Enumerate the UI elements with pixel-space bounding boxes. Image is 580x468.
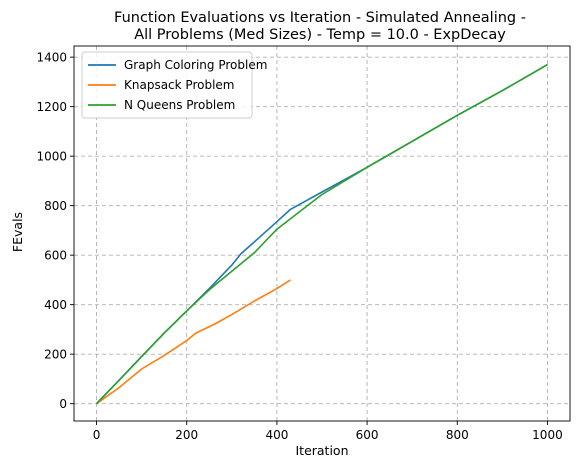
series-line-n-queens-problem bbox=[95, 63, 548, 405]
legend-label-knapsack-problem: Knapsack Problem bbox=[124, 78, 234, 92]
y-tick-label: 600 bbox=[44, 248, 67, 262]
x-tick-label: 0 bbox=[93, 428, 101, 442]
y-tick-label: 1000 bbox=[36, 149, 67, 163]
y-tick-label: 400 bbox=[44, 298, 67, 312]
y-tick-label: 1400 bbox=[36, 50, 67, 64]
grid-layer bbox=[74, 46, 570, 421]
plot-frame bbox=[73, 45, 571, 422]
legend-label-graph-coloring-problem: Graph Coloring Problem bbox=[124, 58, 267, 72]
y-tick-label: 1200 bbox=[36, 100, 67, 114]
y-tick-label: 0 bbox=[59, 397, 67, 411]
x-tick-label: 1000 bbox=[532, 428, 563, 442]
ticks-layer: 0 200 400 600 800 1000 0 200 400 600 800 1000 1200 14… bbox=[36, 50, 562, 442]
y-tick-label: 200 bbox=[44, 347, 67, 361]
chart-title-line-2: All Problems (Med Sizes) - Temp = 10.0 -… bbox=[134, 27, 506, 43]
x-axis-label: Iteration bbox=[295, 443, 348, 458]
chart-title-line-1: Function Evaluations vs Iteration - Simu… bbox=[114, 10, 526, 26]
legend-box bbox=[81, 51, 253, 119]
legend-label-n-queens-problem: N Queens Problem bbox=[124, 98, 235, 112]
x-tick-label: 400 bbox=[265, 428, 288, 442]
x-tick-label: 800 bbox=[446, 428, 469, 442]
y-axis-label: FEvals bbox=[10, 212, 25, 252]
series-layer bbox=[95, 63, 548, 405]
x-tick-label: 600 bbox=[356, 428, 379, 442]
y-tick-label: 800 bbox=[44, 199, 67, 213]
x-tick-label: 200 bbox=[175, 428, 198, 442]
legend: Graph Coloring Problem Knapsack Problem N … bbox=[81, 51, 267, 119]
series-line-knapsack-problem bbox=[96, 279, 291, 405]
